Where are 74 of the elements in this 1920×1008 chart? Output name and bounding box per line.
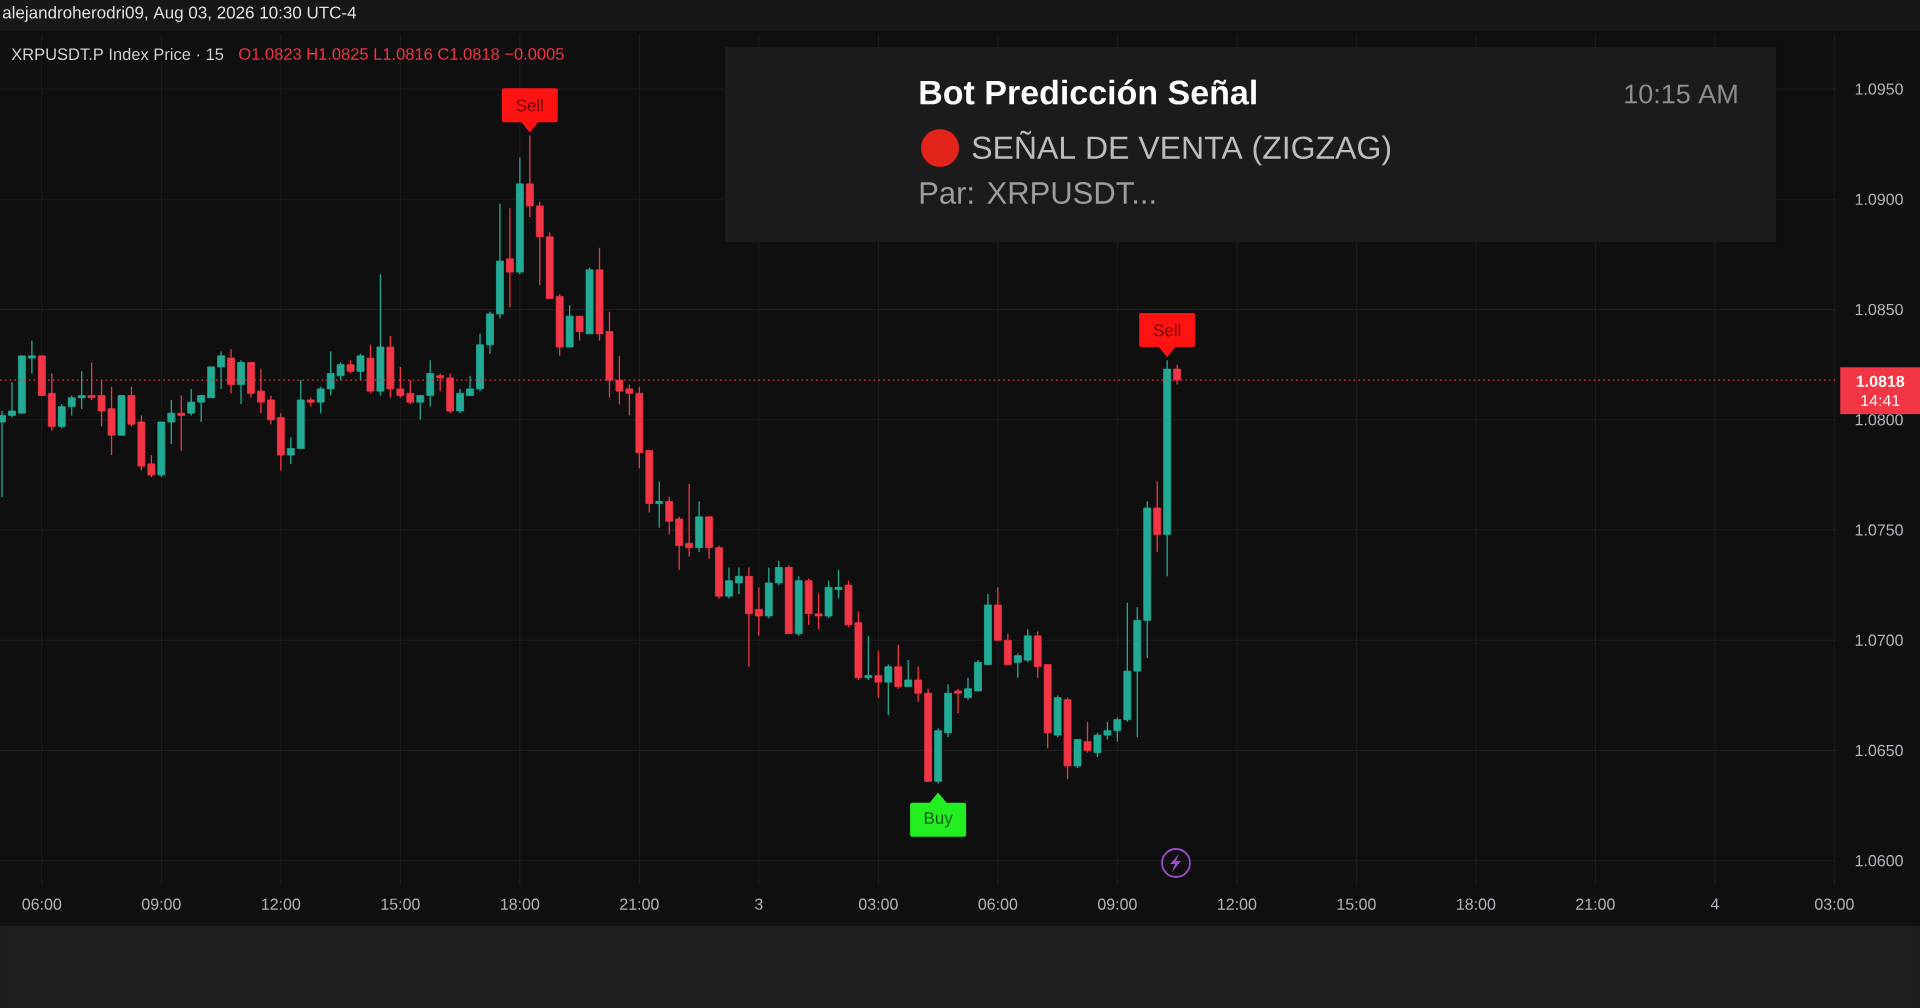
candlestick <box>725 566 733 600</box>
candlestick <box>27 339 36 375</box>
candlestick <box>894 644 903 690</box>
y-tick-label: 1.0800 <box>1855 414 1903 426</box>
y-tick-label: 1.0700 <box>1855 634 1903 646</box>
candlestick <box>267 394 275 425</box>
candlestick <box>864 635 873 681</box>
x-tick-label: 3 <box>755 898 763 910</box>
x-tick-label: 06:00 <box>22 898 62 910</box>
x-tick-label: 18:00 <box>1457 898 1496 910</box>
candlestick <box>1013 652 1022 679</box>
x-tick-label: 03:00 <box>1815 898 1854 910</box>
candlestick <box>964 677 972 701</box>
candlestick <box>237 359 245 406</box>
candlestick <box>506 207 514 309</box>
candlestick <box>575 315 584 342</box>
y-tick-label: 1.0850 <box>1855 303 1903 316</box>
annotation: Par: XRPUSDT... <box>920 182 1155 204</box>
candlestick <box>167 399 176 445</box>
candlestick <box>57 403 66 430</box>
candlestick <box>217 350 225 390</box>
candlestick <box>286 436 295 465</box>
x-tick-label: 12:00 <box>1218 898 1257 910</box>
text: O1.0823 H1.0825 L1.0816 C1.0818 −0.0005 <box>239 48 564 60</box>
y-tick-label: 1.0750 <box>1855 524 1903 536</box>
x-tick-label: 15:00 <box>1337 898 1376 910</box>
candlestick <box>197 394 206 423</box>
candlestick <box>67 394 76 417</box>
x-tick-label: 18:00 <box>501 898 540 910</box>
annotation: Sell <box>516 98 543 112</box>
candlestick <box>77 370 86 410</box>
x-tick-label: 09:00 <box>141 898 181 910</box>
candlestick <box>1083 721 1092 754</box>
text: alejandroherodri09, Aug 03, 2026 10:30 UTC-4 <box>2 6 357 22</box>
y-tick-label: 1.0600 <box>1855 855 1903 867</box>
candlestick <box>655 480 664 529</box>
candlestick <box>735 566 743 595</box>
candlestick <box>914 666 923 703</box>
x-tick-label: 12:00 <box>262 898 301 910</box>
x-tick-label: 21:00 <box>1576 898 1615 910</box>
candlestick <box>665 496 674 536</box>
y-tick-label: 1.0900 <box>1855 193 1903 205</box>
y-tick-label: 1.0650 <box>1855 744 1903 757</box>
candlestick <box>754 586 763 637</box>
text: XRPUSDT.P Index Price · 15 <box>11 47 224 61</box>
candlestick <box>525 134 534 218</box>
candlestick <box>187 388 196 417</box>
x-tick-label: 4 <box>1710 898 1719 910</box>
candlestick <box>426 359 435 408</box>
x-tick-label: 09:00 <box>1097 898 1137 910</box>
annotation: Bot Predicción Señal <box>920 79 1256 105</box>
y-tick-label: 1.0950 <box>1855 83 1903 95</box>
x-tick-label: 03:00 <box>858 898 898 910</box>
x-tick-label: 15:00 <box>381 898 420 910</box>
ref-line-label: 1.0818 <box>1856 375 1905 387</box>
x-tick-label: 06:00 <box>978 898 1018 910</box>
candlestick <box>904 659 913 688</box>
annotation: Buy <box>924 812 953 828</box>
annotation: Sell <box>1153 323 1181 337</box>
candlestick <box>456 388 464 414</box>
x-tick-label: 21:00 <box>620 898 659 910</box>
candlestick <box>356 353 365 381</box>
candlestick <box>874 650 883 699</box>
candlestick <box>416 394 425 421</box>
candlestick <box>884 663 893 716</box>
annotation: SEÑAL DE VENTA (ZIGZAG) <box>972 130 1391 166</box>
candlestick <box>954 688 962 714</box>
candlestick <box>774 560 783 586</box>
candlestick <box>685 483 694 558</box>
candlestick <box>177 394 186 452</box>
candlestick <box>466 375 474 397</box>
text: 14:41 <box>1861 394 1900 406</box>
candlestick <box>8 381 16 419</box>
annotation: 10:15 AM <box>1625 84 1737 104</box>
